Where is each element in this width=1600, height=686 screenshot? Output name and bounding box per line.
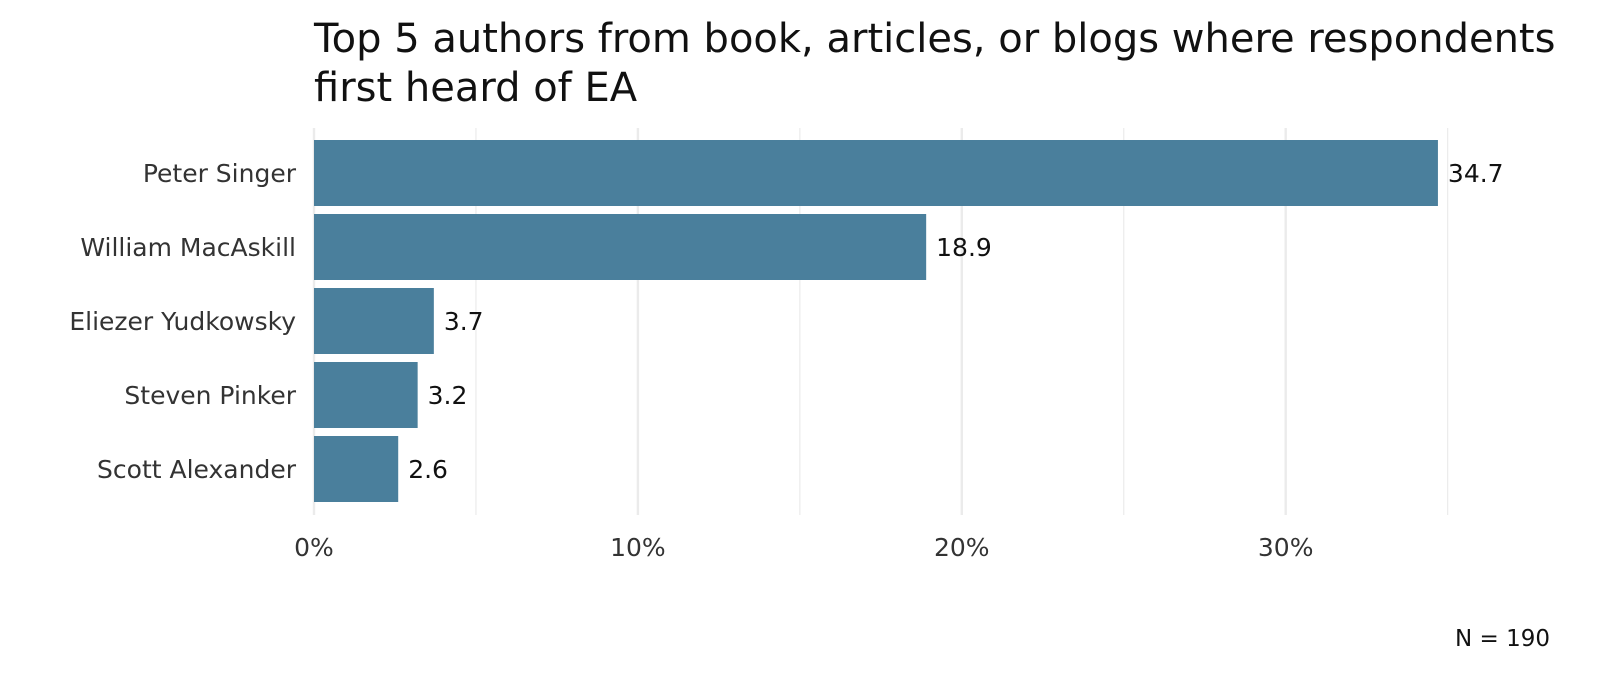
x-tick-label: 10%	[610, 533, 666, 562]
x-tick-label: 20%	[934, 533, 990, 562]
category-label: William MacAskill	[80, 233, 296, 262]
category-label: Peter Singer	[143, 159, 297, 188]
value-label: 18.9	[936, 233, 992, 262]
bar-steven-pinker	[314, 362, 418, 428]
bar-peter-singer	[314, 140, 1438, 206]
value-label: 34.7	[1448, 159, 1504, 188]
x-tick-label: 0%	[294, 533, 334, 562]
category-label: Scott Alexander	[97, 455, 297, 484]
bar-eliezer-yudkowsky	[314, 288, 434, 354]
sample-size-caption: N = 190	[1455, 626, 1550, 652]
chart-title-line-2: first heard of EA	[314, 65, 638, 111]
value-label: 2.6	[408, 455, 448, 484]
value-labels: 34.7 18.9 3.7 3.2 2.6	[408, 159, 1503, 484]
category-label: Eliezer Yudkowsky	[69, 307, 296, 336]
bar-william-macaskill	[314, 214, 927, 280]
x-tick-label: 30%	[1258, 533, 1314, 562]
category-label: Steven Pinker	[124, 381, 296, 410]
value-label: 3.7	[444, 307, 484, 336]
bar-scott-alexander	[314, 436, 399, 502]
chart-title-line-1: Top 5 authors from book, articles, or bl…	[313, 16, 1555, 62]
x-axis-tick-labels: 0% 10% 20% 30%	[294, 533, 1313, 562]
value-label: 3.2	[428, 381, 468, 410]
bars	[314, 140, 1438, 502]
category-labels: Peter Singer William MacAskill Eliezer Yud…	[69, 159, 296, 484]
